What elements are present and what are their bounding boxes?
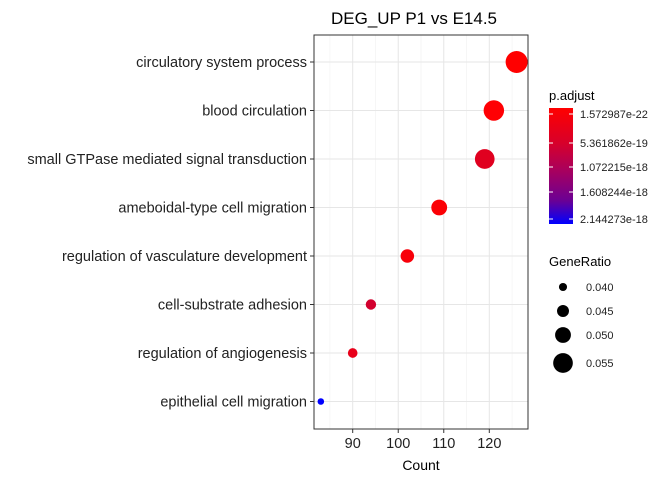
color-legend-label: 1.072215e-18 bbox=[580, 162, 648, 174]
size-legend-dot bbox=[555, 327, 571, 343]
size-legend-label: 0.040 bbox=[586, 282, 614, 294]
x-axis-title: Count bbox=[402, 457, 439, 473]
y-axis-labels: circulatory system process blood circulat… bbox=[27, 55, 314, 411]
data-point bbox=[431, 199, 448, 216]
x-tick-label: 100 bbox=[386, 436, 410, 452]
color-legend-label: 5.361862e-19 bbox=[580, 138, 648, 150]
data-point bbox=[474, 149, 495, 169]
size-legend-label: 0.050 bbox=[586, 330, 614, 342]
y-tick-label: circulatory system process bbox=[136, 55, 307, 71]
color-legend-labels: 1.572987e-22 5.361862e-19 1.072215e-18 1.60… bbox=[549, 109, 648, 226]
size-legend-label: 0.045 bbox=[586, 306, 614, 318]
data-point bbox=[400, 249, 415, 263]
size-legend-title: GeneRatio bbox=[549, 254, 611, 269]
plot-border bbox=[313, 34, 529, 430]
color-legend-label: 1.608244e-18 bbox=[580, 187, 648, 199]
color-legend-title: p.adjust bbox=[549, 88, 595, 103]
data-point bbox=[347, 348, 358, 358]
x-axis: 90 100 110 120 bbox=[345, 429, 501, 452]
y-tick-label: ameboidal-type cell migration bbox=[118, 201, 307, 217]
data-point bbox=[317, 398, 325, 405]
y-tick-label: regulation of vasculature development bbox=[62, 249, 307, 265]
size-legend-label: 0.055 bbox=[586, 358, 614, 370]
color-legend-label: 1.572987e-22 bbox=[580, 109, 648, 121]
data-point bbox=[365, 299, 377, 310]
data-point bbox=[505, 51, 528, 73]
data-points bbox=[317, 51, 528, 405]
color-legend-label: 2.144273e-18 bbox=[580, 214, 648, 226]
x-tick-label: 90 bbox=[345, 436, 361, 452]
y-tick-label: regulation of angiogenesis bbox=[138, 346, 307, 362]
y-tick-label: blood circulation bbox=[202, 104, 307, 120]
y-tick-label: cell-substrate adhesion bbox=[158, 298, 307, 314]
x-tick-label: 110 bbox=[432, 436, 455, 452]
size-legend-dot bbox=[558, 282, 568, 292]
data-point bbox=[483, 100, 505, 121]
chart-title: DEG_UP P1 vs E14.5 bbox=[331, 9, 497, 28]
x-tick-label: 120 bbox=[477, 436, 501, 452]
size-legend-items: 0.040 0.045 0.050 0.055 bbox=[553, 282, 614, 373]
size-legend-dot bbox=[557, 305, 569, 317]
color-bar bbox=[549, 108, 573, 224]
y-tick-label: epithelial cell migration bbox=[160, 395, 307, 411]
size-legend-dot bbox=[553, 353, 573, 373]
y-tick-label: small GTPase mediated signal transductio… bbox=[27, 152, 307, 168]
